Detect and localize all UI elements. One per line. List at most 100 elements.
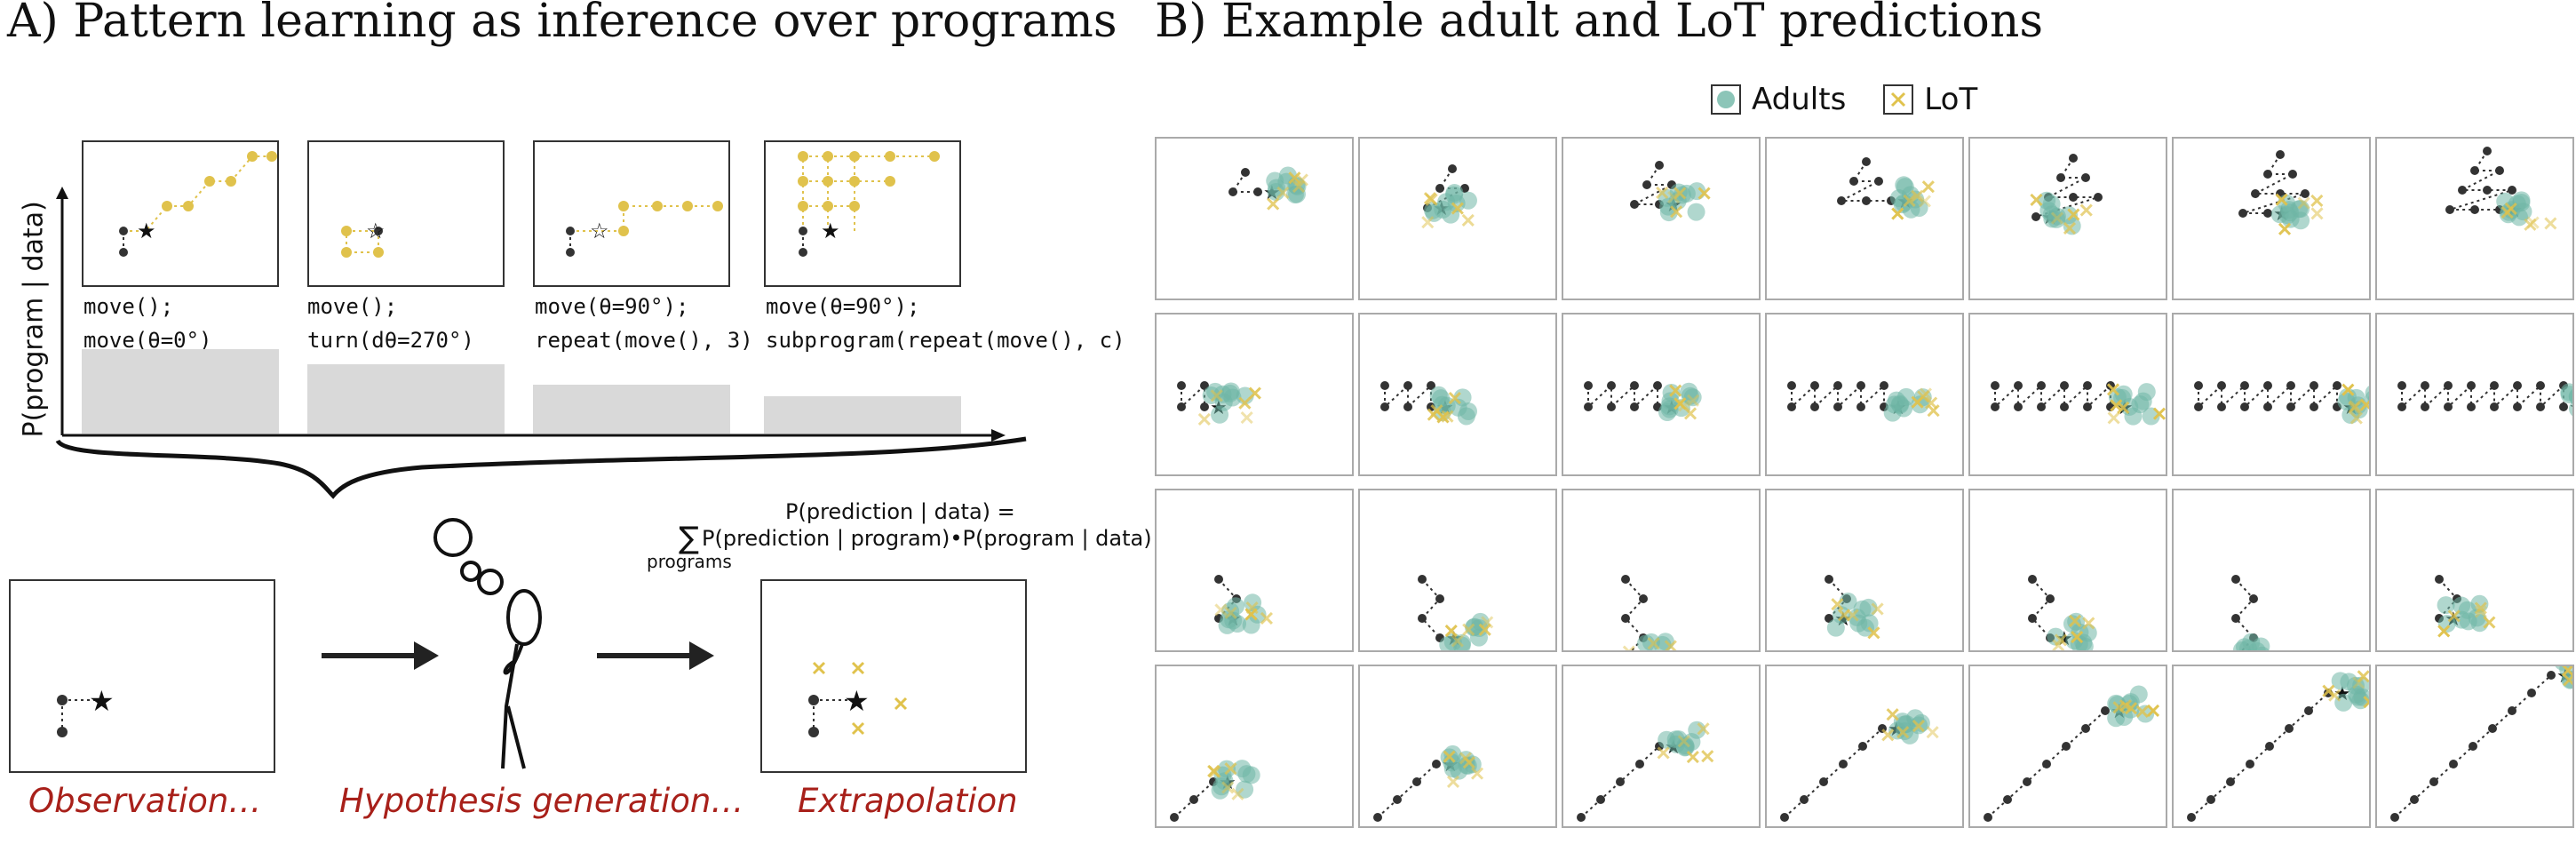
lot-prediction (1288, 171, 1301, 185)
extrapolation-pattern: ★ (808, 661, 908, 737)
lot-prediction (1207, 764, 1220, 777)
adult-prediction (1659, 197, 1678, 216)
adult-prediction (2569, 402, 2572, 417)
lot-prediction (1622, 645, 1635, 650)
lot-prediction (1927, 404, 1940, 418)
lot-prediction (1867, 626, 1880, 640)
lot-prediction (1674, 187, 1687, 200)
lot-prediction (1451, 202, 1464, 215)
legend: Adults LoT (1711, 82, 1977, 117)
adult-prediction (2232, 641, 2251, 650)
prediction-cell: ★ (1968, 313, 2167, 476)
adult-prediction (1893, 713, 1912, 731)
lot-prediction (1701, 750, 1714, 763)
star-icon: ★ (89, 684, 115, 718)
adult-prediction (1223, 388, 1242, 407)
lot-prediction (1674, 397, 1687, 410)
adult-prediction (2437, 596, 2455, 615)
adult-prediction (1285, 185, 1304, 203)
lot-prediction (2297, 196, 2310, 210)
adult-prediction (1453, 633, 1472, 650)
prediction-cell: ★ (1968, 665, 2167, 828)
adult-prediction (1471, 612, 1490, 631)
adult-prediction (2569, 389, 2572, 404)
prediction-cell: ★ (1155, 313, 1354, 476)
program-2-code: move(); turn(dθ=270°) (307, 294, 474, 353)
adult-prediction (2514, 203, 2532, 221)
prediction-cell: ★ (1562, 489, 1761, 652)
adult-prediction (2043, 210, 2062, 228)
probability-bar (764, 396, 961, 434)
prediction-cell: ★ (1155, 665, 1354, 828)
svg-text:☆: ☆ (366, 219, 386, 243)
lot-prediction (2030, 193, 2043, 207)
lot-prediction (1656, 186, 1669, 200)
lot-prediction (1421, 216, 1435, 229)
adult-prediction (1683, 388, 1702, 407)
adult-prediction (1687, 203, 1705, 221)
lot-prediction (1451, 634, 1464, 648)
lot-prediction (1462, 623, 1475, 636)
adult-prediction (2254, 646, 2270, 650)
arrow-icon (322, 641, 439, 670)
lot-prediction (1697, 187, 1711, 200)
lot-prediction (1224, 762, 1237, 776)
adult-prediction (2134, 392, 2152, 410)
thought-bubble-icon (433, 518, 504, 595)
program-1-pattern: ★ (119, 151, 277, 257)
lot-prediction (1903, 194, 1916, 208)
prediction-cell: ★ (2172, 313, 2371, 476)
lot-prediction (1260, 611, 1273, 625)
observation-caption: Observation… (28, 782, 262, 820)
lot-prediction (2310, 207, 2324, 220)
prediction-cell: ★ (1562, 137, 1761, 300)
prediction-cell: ★ (1358, 665, 1557, 828)
svg-text:★: ★ (821, 219, 840, 243)
lot-prediction (1231, 787, 1244, 800)
extrapolation-caption: Extrapolation (798, 782, 1018, 820)
lot-prediction (2068, 614, 2082, 628)
lot-prediction (1911, 395, 1924, 409)
lot-prediction (2135, 705, 2149, 718)
adult-prediction (1839, 593, 1857, 611)
lot-prediction (2437, 625, 2451, 638)
posterior-formula: P(prediction | data) = ∑ P(prediction | … (647, 499, 1152, 572)
lot-prediction (2112, 701, 2126, 714)
lot-prediction (1224, 606, 1237, 619)
lot-prediction (1921, 180, 1935, 194)
prediction-cell: ★ (1968, 137, 2167, 300)
prediction-cell: ★ (1358, 489, 1557, 652)
lot-prediction (2359, 398, 2369, 411)
lot-prediction (2563, 673, 2572, 687)
panel-a-title: A) Pattern learning as inference over pr… (7, 0, 1117, 48)
adult-prediction (1236, 780, 1254, 799)
adult-prediction (1444, 186, 1463, 204)
lot-prediction (2054, 633, 2068, 647)
lot-prediction (1240, 410, 1253, 425)
program-2-pattern: ☆ (341, 219, 386, 258)
adult-prediction (1826, 618, 1845, 637)
prediction-cell: ★ (1765, 313, 1964, 476)
lot-prediction (1441, 410, 1454, 423)
lot-legend-icon (1883, 84, 1914, 115)
lot-prediction (1677, 735, 1690, 748)
lot-prediction (2152, 407, 2166, 420)
lot-prediction (2524, 218, 2537, 231)
lot-prediction (1461, 213, 1475, 227)
lot-prediction (1926, 726, 1939, 739)
lot-prediction (1248, 386, 1261, 400)
lot-prediction (2275, 193, 2288, 206)
prediction-cell: ★ (1765, 489, 1964, 652)
lot-prediction (1686, 751, 1699, 764)
lot-prediction (1276, 186, 1290, 200)
lot-prediction (1686, 394, 1700, 407)
lot-prediction (1446, 775, 1460, 789)
thinking-person-icon (433, 518, 542, 769)
program-1-box: ★ (82, 140, 279, 287)
arrow-icon (597, 641, 714, 670)
probability-axes (56, 187, 1006, 442)
lot-prediction (1481, 616, 1494, 629)
lot-prediction (2474, 601, 2487, 615)
lot-prediction (2352, 676, 2365, 689)
program-3-box: ☆ (533, 140, 730, 287)
